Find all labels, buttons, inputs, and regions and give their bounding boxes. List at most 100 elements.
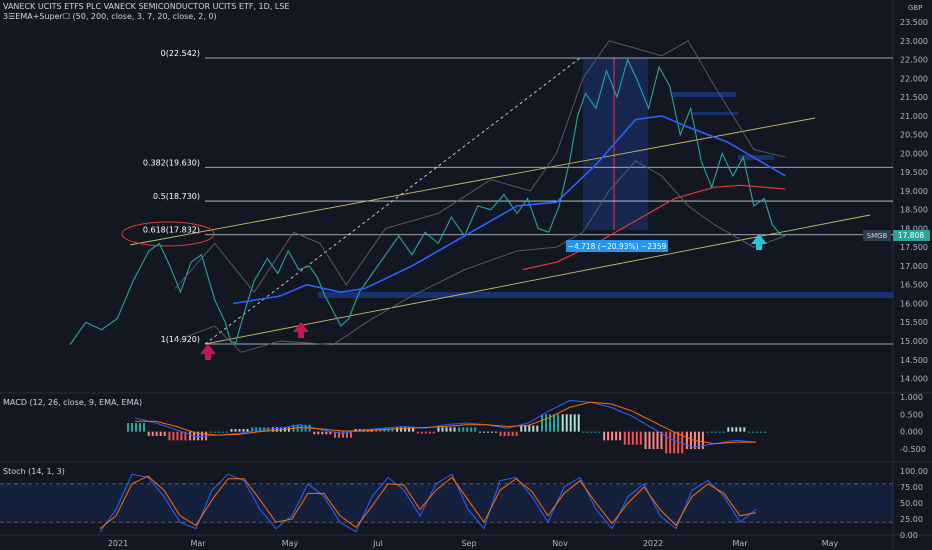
fib-label: 0.618(17.832) (143, 226, 200, 235)
macd-histogram-bar (515, 431, 518, 436)
macd-histogram-bar (760, 431, 762, 433)
macd-histogram-bar (350, 431, 352, 438)
x-tick-label: 2021 (108, 539, 128, 548)
macd-histogram-bar (635, 431, 638, 445)
macd-histogram-bar (453, 427, 456, 432)
macd-histogram-bar (275, 427, 278, 432)
price-tick-label: 14.500 (900, 356, 928, 365)
macd-histogram-bar (541, 414, 543, 432)
macd-histogram-bar (490, 431, 493, 433)
macd-histogram-bar (342, 431, 344, 438)
x-tick-label: Sep (461, 539, 476, 548)
zone-rect (738, 155, 774, 160)
ema200-line (522, 184, 786, 271)
price-tick-label: 16.500 (900, 281, 928, 290)
fib-label: 0.382(19.630) (143, 158, 200, 167)
macd-histogram-bar (334, 431, 336, 438)
macd-histogram-bar (665, 431, 668, 454)
macd-histogram-bar (458, 427, 461, 432)
up-arrow-icon (293, 322, 309, 338)
macd-histogram-bar (598, 431, 601, 433)
macd-histogram-bar (669, 431, 672, 454)
macd-histogram-bar (408, 427, 411, 432)
macd-histogram-bar (631, 431, 634, 445)
macd-histogram-bar (532, 425, 535, 432)
macd-histogram-bar (329, 431, 332, 435)
macd-histogram-bar (287, 427, 290, 432)
macd-histogram-bar (536, 425, 539, 432)
macd-histogram-bar (673, 431, 676, 454)
fib-label: 0(22.542) (161, 49, 200, 58)
macd-histogram-bar (718, 431, 721, 433)
macd-tick-label: 0.500 (900, 410, 923, 419)
price-tick-label: 18.000 (900, 224, 928, 233)
macd-histogram-bar (478, 431, 481, 433)
macd-histogram-bar (441, 427, 444, 432)
last-price-text: 17.808 (898, 231, 924, 240)
macd-label[interactable]: MACD (12, 26, close, 9, EMA, EMA) (3, 398, 143, 407)
price-tick-label: 15.500 (900, 318, 928, 327)
macd-histogram-bar (172, 431, 175, 441)
macd-histogram-bar (722, 431, 725, 433)
macd-histogram-bar (242, 429, 245, 432)
macd-histogram-bar (180, 431, 183, 441)
macd-histogram-bar (325, 431, 328, 435)
stoch-label[interactable]: Stoch (14, 1, 3) (3, 467, 65, 476)
x-tick-label: Mar (732, 539, 748, 548)
price-tick-label: 19.000 (900, 187, 928, 196)
macd-histogram-bar (271, 427, 274, 432)
macd-line (134, 399, 757, 448)
price-tick-label: 21.000 (900, 112, 928, 121)
macd-histogram-bar (573, 414, 576, 432)
macd-histogram-bar (217, 431, 220, 433)
macd-histogram-bar (176, 431, 179, 441)
macd-tick-label: -0.500 (900, 445, 926, 454)
macd-histogram-bar (131, 423, 133, 432)
macd-histogram-bar (213, 431, 216, 433)
x-tick-label: Nov (552, 539, 568, 548)
macd-histogram-bar (710, 431, 713, 433)
measure-badge-box (566, 240, 668, 252)
stoch-tick-label: 25.00 (900, 515, 923, 524)
macd-histogram-bar (184, 431, 187, 441)
macd-histogram-bar (159, 431, 162, 436)
macd-histogram-bar (317, 431, 320, 435)
macd-histogram-bar (255, 427, 258, 432)
macd-histogram-bar (424, 431, 427, 434)
stoch-tick-label: 100.00 (900, 467, 928, 476)
price-tick-label: 16.000 (900, 299, 928, 308)
macd-histogram-bar (400, 427, 403, 432)
macd-histogram-bar (234, 429, 237, 432)
currency-label: GBP (908, 4, 922, 12)
macd-histogram-bar (432, 431, 435, 434)
macd-histogram-bar (499, 431, 502, 436)
macd-histogram-bar (681, 431, 684, 454)
macd-histogram-bar (338, 431, 340, 438)
price-tick-label: 17.000 (900, 262, 928, 271)
macd-histogram-bar (748, 431, 750, 433)
macd-histogram-bar (756, 431, 758, 433)
macd-histogram-bar (139, 423, 141, 432)
signal-line (135, 401, 756, 445)
macd-histogram-bar (764, 431, 766, 433)
macd-histogram-bar (752, 431, 754, 433)
up-arrow-icon (200, 344, 216, 360)
price-tick-label: 22.500 (900, 56, 928, 65)
macd-histogram-bar (168, 431, 171, 441)
macd-histogram-bar (714, 431, 717, 433)
indicator-legend[interactable]: 3☰EMA+Super☐ (50, 200, close, 3, 7, 20, … (3, 12, 217, 21)
macd-histogram-bar (354, 429, 357, 432)
x-tick-label: Mar (190, 539, 206, 548)
macd-histogram-bar (445, 427, 448, 432)
macd-histogram-bar (230, 429, 233, 432)
macd-histogram-bar (706, 431, 709, 433)
macd-histogram-bar (627, 431, 630, 445)
macd-histogram-bar (520, 425, 523, 432)
macd-histogram-bar (549, 414, 551, 432)
macd-histogram-bar (565, 414, 568, 432)
macd-histogram-bar (346, 431, 348, 438)
last-price-box (893, 230, 930, 241)
macd-histogram-bar (545, 414, 547, 432)
macd-histogram-bar (189, 431, 192, 441)
